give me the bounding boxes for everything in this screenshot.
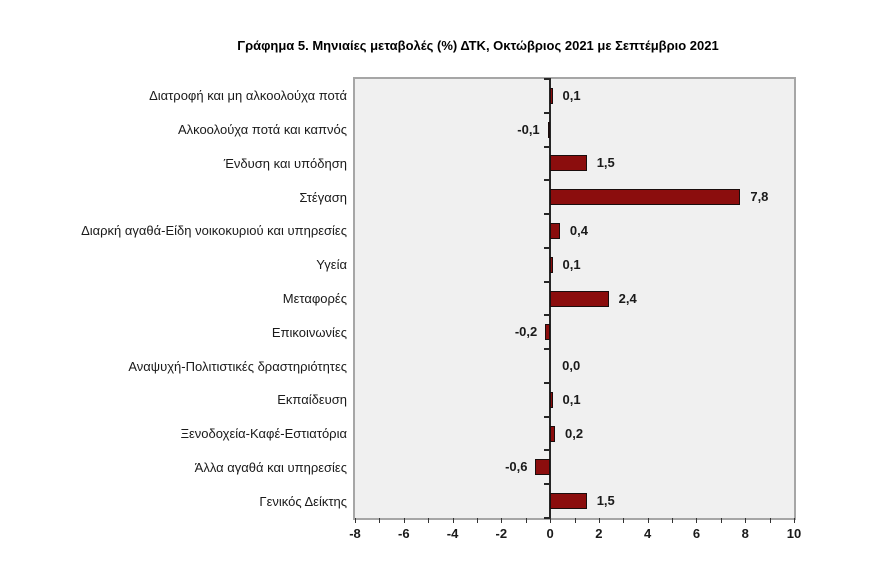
bar-value-label: 1,5 [596,493,615,509]
chart-title: Γράφημα 5. Μηνιαίες μεταβολές (%) ΔΤΚ, Ο… [237,38,719,53]
x-axis-tick [647,518,649,523]
bar [550,222,560,239]
category-axis-tick [544,348,552,351]
category-axis-tick [544,449,552,452]
category-label: Ένδυση και υπόδηση [223,155,347,171]
x-axis-tick [525,518,527,523]
x-axis-tick [623,518,625,523]
bar [550,87,553,104]
bar [550,189,741,206]
x-axis-label: 4 [644,526,652,541]
x-axis-label: -2 [495,526,508,541]
x-axis-tick [598,518,600,523]
bar [550,391,553,408]
x-axis-tick [720,518,722,523]
bar [550,155,587,172]
bar-value-label: -0,1 [517,121,540,137]
category-label: Υγεία [316,257,347,273]
x-axis-tick [428,518,430,523]
category-axis-tick [544,78,552,80]
x-axis-tick [452,518,454,523]
x-axis-tick [476,518,478,523]
bar [550,256,553,273]
bar [535,459,551,476]
category-axis-tick [544,381,552,384]
category-axis-tick [544,145,552,148]
category-label: Ξενοδοχεία-Καφέ-Εστιατόρια [180,426,347,442]
category-label: Στέγαση [299,189,347,205]
category-label: Εκπαίδευση [277,392,347,408]
bar-value-label: 2,4 [618,290,637,306]
category-label: Επικοινωνίες [271,324,347,340]
bar-value-label: 1,5 [596,155,615,171]
category-axis-tick [544,280,552,283]
category-axis-tick [544,415,552,418]
bar [550,493,587,510]
bar-value-label: 0,1 [562,87,581,103]
x-axis-tick [672,518,674,523]
x-axis-tick [769,518,771,523]
x-axis-label: 10 [786,526,802,541]
x-axis-label: -8 [349,526,361,541]
x-axis-tick [379,518,381,523]
bar-value-label: 7,8 [750,189,769,205]
bar [545,324,551,341]
x-axis-label: -4 [446,526,459,541]
bar-value-label: 0,0 [562,358,581,374]
category-axis-tick [544,314,552,317]
category-axis-tick [544,517,552,519]
x-axis-tick [355,518,356,523]
category-axis-tick [544,483,552,486]
x-axis-label: 6 [692,526,701,541]
bar [550,290,609,307]
category-label: Γενικός Δείκτης [259,493,347,509]
x-axis-label: 8 [741,526,749,541]
x-axis-label: 2 [595,526,603,541]
bar-value-label: 0,1 [562,391,581,407]
x-axis-tick [550,518,552,523]
category-axis-tick [544,213,552,216]
bar-value-label: -0,6 [505,459,528,475]
category-label: Άλλα αγαθά και υπηρεσίες [194,459,347,475]
category-axis-tick [544,111,552,114]
category-label: Διαρκή αγαθά-Είδη νοικοκυριού και υπηρεσ… [81,223,347,239]
bar-value-label: 0,4 [569,222,588,238]
bar-value-label: 0,1 [562,256,581,272]
bar-value-label: 0,2 [564,425,584,441]
x-axis-tick [403,518,405,523]
x-axis-label: 0 [546,526,554,541]
x-axis-tick [696,518,698,523]
category-label: Μεταφορές [282,290,347,306]
bar [547,121,551,138]
category-label: Αλκοολούχα ποτά και καπνός [177,122,347,138]
x-axis-tick [501,518,503,523]
category-axis-tick [544,179,552,182]
bar-value-label: -0,2 [514,324,538,340]
x-axis-label: -6 [397,526,410,541]
bar [550,425,555,442]
category-label: Αναψυχή-Πολιτιστικές δραστηριότητες [128,358,347,374]
x-axis-tick [794,518,795,523]
category-axis-tick [544,246,552,249]
category-label: Διατροφή και μη αλκοολούχα ποτά [149,88,347,104]
x-axis-tick [745,518,747,523]
x-axis-tick [574,518,576,523]
